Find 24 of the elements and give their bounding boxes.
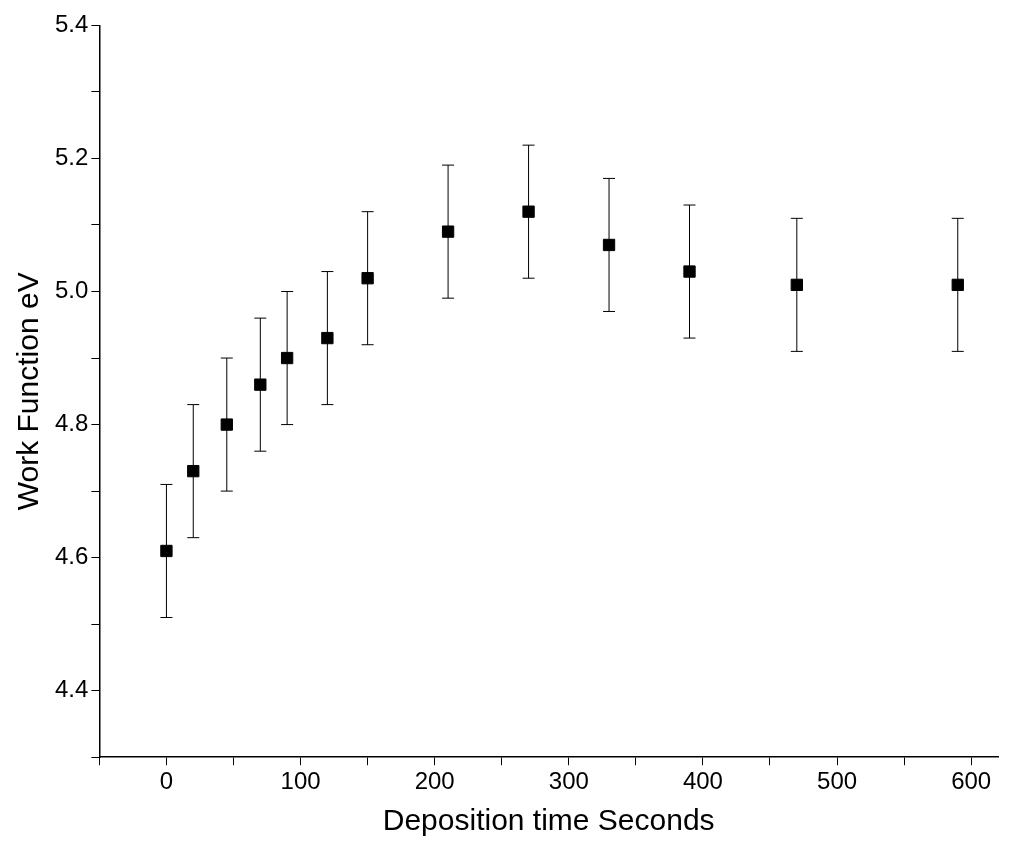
y-tick-label: 5.4 [54, 10, 89, 38]
x-tick-label: 300 [548, 767, 589, 795]
point [187, 464, 200, 478]
point [361, 272, 374, 285]
point [321, 331, 334, 345]
y-axis-title: Work Function eV [11, 272, 45, 511]
point [522, 205, 535, 218]
x-tick-label: 0 [159, 767, 174, 795]
y-tick-label: 5.0 [54, 276, 89, 304]
y-tick-label: 5.2 [54, 143, 89, 171]
x-tick-label: 400 [682, 767, 723, 795]
x-tick-label: 600 [951, 767, 992, 795]
point [160, 544, 173, 558]
point [683, 265, 696, 278]
y-tick-label: 4.8 [54, 409, 89, 437]
x-tick-label: 200 [414, 767, 455, 795]
x-tick-label: 500 [817, 767, 858, 795]
y-tick-label: 4.6 [54, 542, 89, 570]
point [951, 278, 964, 292]
x-axis-title: Deposition time Seconds [382, 803, 715, 837]
point [254, 378, 267, 391]
x-tick-label: 100 [280, 767, 321, 795]
y-tick-label: 4.4 [54, 675, 89, 703]
point [220, 418, 233, 431]
